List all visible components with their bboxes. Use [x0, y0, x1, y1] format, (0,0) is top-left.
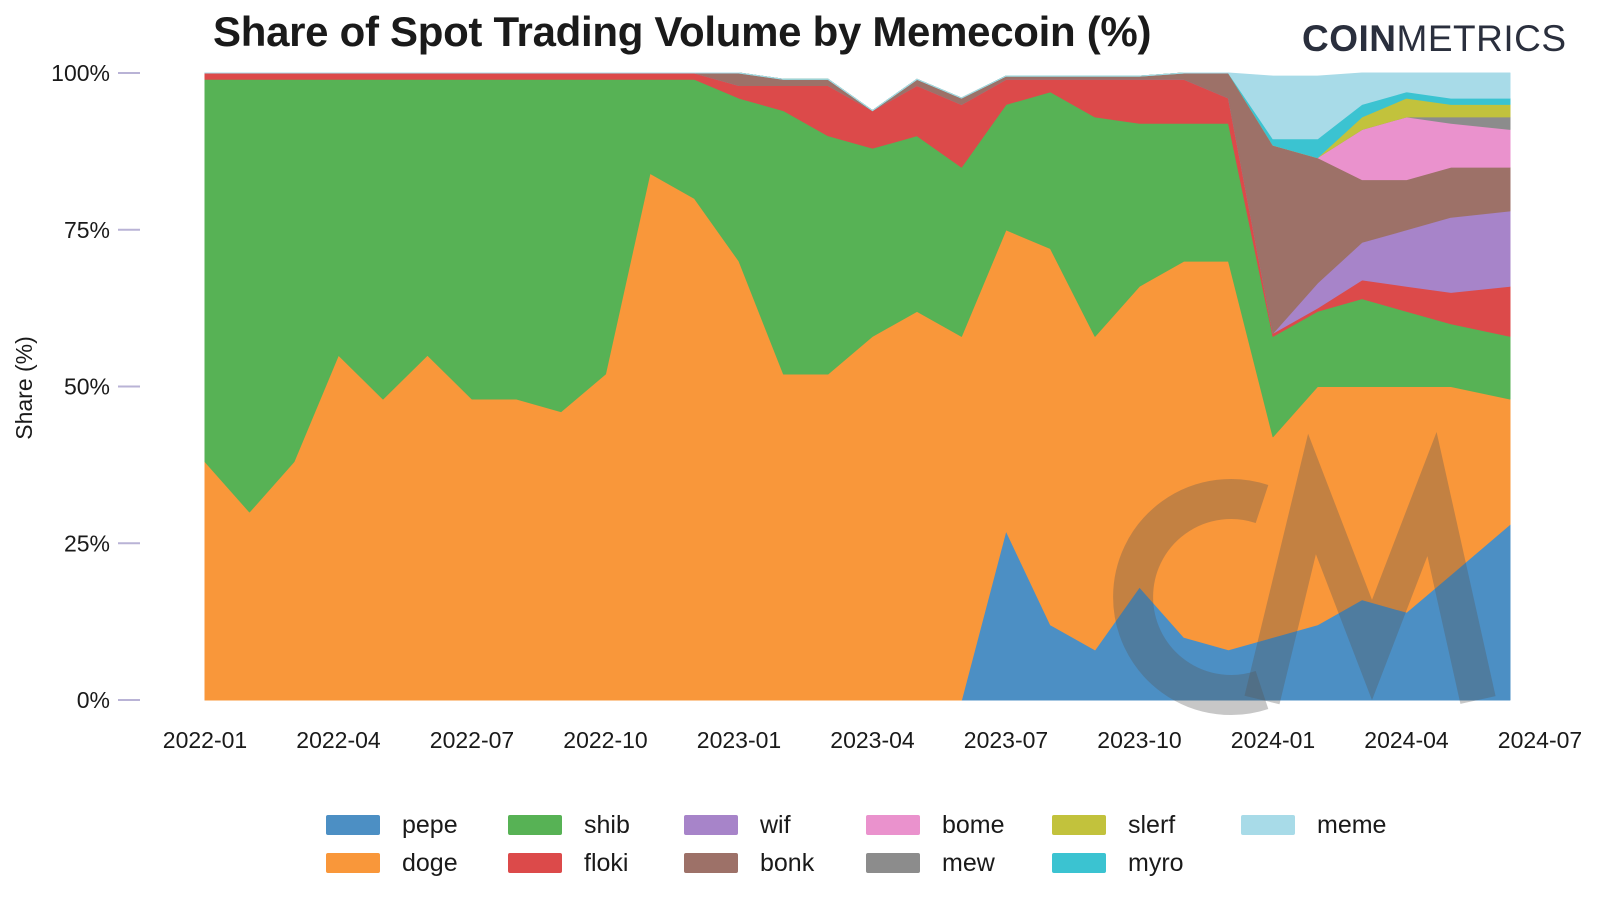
legend-item-bome[interactable]: bome — [866, 810, 1005, 840]
x-tick-label: 2022-01 — [163, 727, 247, 753]
y-tick-label: 75% — [64, 217, 110, 243]
x-tick-label: 2024-01 — [1231, 727, 1315, 753]
watermark-m-shape — [1244, 431, 1496, 705]
logo-thin-part: METRICS — [1396, 18, 1567, 59]
area-series-meme — [204, 72, 1511, 140]
legend-swatch — [1052, 815, 1106, 835]
stacked-area-chart: 0%25%50%75%100% 2022-01 2022-04 2022-07 202… — [11, 60, 1582, 753]
x-tick-label: 2022-07 — [430, 727, 514, 753]
legend-swatch — [866, 853, 920, 873]
chart-title: Share of Spot Trading Volume by Memecoin… — [213, 8, 1152, 55]
legend-item-doge[interactable]: doge — [326, 848, 458, 878]
y-tick-label: 0% — [77, 687, 110, 713]
x-tick-label: 2023-01 — [697, 727, 781, 753]
legend-item-floki[interactable]: floki — [508, 848, 628, 878]
legend-item-shib[interactable]: shib — [508, 810, 630, 840]
legend-label: myro — [1128, 848, 1184, 877]
legend-label: shib — [584, 810, 630, 839]
y-tick-label: 50% — [64, 374, 110, 400]
legend-label: slerf — [1128, 810, 1176, 839]
legend-swatch — [326, 815, 380, 835]
y-tick-label: 25% — [64, 530, 110, 556]
legend-swatch — [1052, 853, 1106, 873]
x-tick-label: 2022-04 — [296, 727, 381, 753]
coinmetrics-logo: COINMETRICS — [1302, 18, 1567, 60]
x-tick-label: 2023-07 — [964, 727, 1048, 753]
y-axis-label: Share (%) — [11, 336, 37, 440]
legend-item-slerf[interactable]: slerf — [1052, 810, 1175, 840]
legend-label: meme — [1317, 810, 1387, 839]
legend-label: bome — [942, 810, 1005, 839]
legend-swatch — [866, 815, 920, 835]
y-axis: 0% 25% 50% 75% 100% — [51, 60, 140, 713]
x-tick-label: 2024-04 — [1364, 727, 1449, 753]
legend-swatch — [684, 815, 738, 835]
legend-swatch — [508, 853, 562, 873]
legend: pepe doge shib floki wif bonk bome mew slerf myro… — [326, 810, 1426, 890]
legend-item-wif[interactable]: wif — [684, 810, 791, 840]
x-tick-label: 2022-10 — [563, 727, 647, 753]
x-tick-label: 2023-10 — [1097, 727, 1181, 753]
legend-item-meme[interactable]: meme — [1241, 810, 1386, 840]
cm-watermark — [1113, 431, 1496, 715]
legend-label: floki — [584, 848, 629, 877]
legend-swatch — [684, 853, 738, 873]
x-tick-label: 2024-07 — [1498, 727, 1582, 753]
legend-label: pepe — [402, 810, 458, 839]
legend-swatch — [326, 853, 380, 873]
x-axis: 2022-01 2022-04 2022-07 2022-10 2023-01 2023-… — [163, 727, 1582, 753]
legend-label: bonk — [760, 848, 815, 877]
legend-label: doge — [402, 848, 458, 877]
area-layers — [204, 72, 1511, 701]
legend-item-myro[interactable]: myro — [1052, 848, 1184, 878]
legend-item-mew[interactable]: mew — [866, 848, 995, 878]
legend-item-pepe[interactable]: pepe — [326, 810, 458, 840]
legend-label: wif — [760, 810, 791, 839]
watermark-c-shape — [1113, 479, 1269, 715]
legend-swatch — [1241, 815, 1295, 835]
y-tick-label: 100% — [51, 60, 110, 86]
logo-bold-part: COIN — [1302, 18, 1397, 59]
legend-item-bonk[interactable]: bonk — [684, 848, 814, 878]
x-tick-label: 2023-04 — [830, 727, 915, 753]
legend-label: mew — [942, 848, 995, 877]
legend-swatch — [508, 815, 562, 835]
